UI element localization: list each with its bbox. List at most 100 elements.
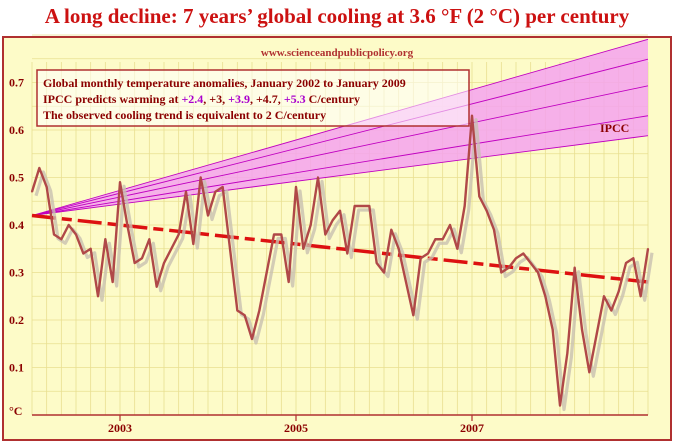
data-point (559, 404, 561, 407)
series-shadow (34, 118, 654, 412)
y-tick-label: 0.2 (9, 313, 24, 327)
data-point (493, 228, 495, 231)
data-point (544, 295, 547, 298)
x-tick-label: 2003 (108, 421, 132, 435)
data-point (111, 281, 114, 283)
legend-line-2-prefix: IPCC predicts warming at (43, 92, 181, 106)
trend-line (31, 213, 649, 284)
ipcc-label: IPCC (600, 121, 629, 135)
data-point (60, 238, 63, 241)
data-point (375, 262, 378, 264)
data-point (383, 271, 385, 274)
data-point (177, 233, 180, 236)
data-point (265, 271, 268, 274)
data-point (170, 247, 173, 250)
ipcc-rate-1: +2.4 (181, 92, 203, 106)
data-point (295, 186, 297, 188)
chart-headline: A long decline: 7 years’ global cooling … (44, 4, 630, 28)
data-point (148, 238, 151, 241)
data-point (119, 181, 121, 184)
data-point (31, 190, 33, 193)
data-point (566, 352, 569, 355)
legend-line-2-suffix: C/century (306, 92, 360, 106)
data-point (632, 257, 635, 260)
data-point (67, 224, 70, 226)
data-point (243, 314, 246, 317)
data-point (485, 209, 488, 212)
data-point (515, 257, 517, 260)
data-point (280, 233, 283, 236)
data-point (273, 233, 275, 236)
ipcc-rate-2: , +3, (203, 92, 228, 106)
data-point (390, 228, 393, 231)
data-point (588, 371, 591, 374)
data-point (368, 205, 371, 207)
y-tick-label: 0.4 (9, 218, 24, 232)
data-point (258, 309, 261, 312)
ipcc-rate-line (31, 115, 649, 216)
legend-box: Global monthly temperature anomalies, Ja… (36, 69, 470, 127)
data-point (82, 252, 85, 255)
data-point (133, 262, 136, 264)
data-point (625, 262, 627, 264)
data-point (236, 309, 239, 312)
data-point (456, 247, 459, 250)
data-point (617, 290, 620, 293)
data-point (309, 224, 312, 226)
data-point (339, 209, 341, 212)
data-point (141, 257, 143, 260)
series-group (30, 114, 654, 412)
ipcc-projection (31, 38, 649, 216)
legend-frame (36, 69, 470, 127)
x-axis: 2003 2005 2007 (108, 415, 484, 435)
data-point (38, 167, 41, 169)
y-tick-label: 0.1 (9, 361, 24, 375)
data-point (610, 309, 613, 312)
ipcc-rate-3: +3.9 (228, 92, 250, 106)
data-point (126, 224, 129, 226)
y-tick-label: 0.7 (9, 76, 24, 90)
data-point (434, 238, 437, 241)
data-point (405, 281, 407, 283)
data-point (155, 285, 158, 288)
data-point (441, 238, 444, 241)
ipcc-rate-line (31, 85, 649, 216)
data-point (522, 252, 525, 255)
data-point (97, 295, 99, 298)
data-point (478, 195, 481, 198)
data-point (45, 186, 48, 188)
data-point (603, 295, 605, 298)
data-point (551, 328, 554, 331)
data-point (537, 271, 539, 274)
y-tick-label: 0.5 (9, 171, 24, 185)
y-axis-unit: °C (9, 404, 22, 418)
data-point (221, 186, 224, 188)
data-point (104, 238, 107, 241)
data-point (75, 233, 77, 236)
data-point (427, 252, 429, 255)
data-point (529, 262, 532, 264)
data-point (595, 333, 598, 336)
y-tick-label: 0.3 (9, 266, 24, 280)
data-point (581, 328, 583, 331)
legend-line-2: IPCC predicts warming at +2.4, +3, +3.9,… (43, 92, 360, 106)
data-point (573, 266, 576, 269)
data-point (229, 247, 231, 250)
data-point (214, 190, 217, 193)
data-point (192, 243, 195, 245)
ipcc-rate-5: +5.3 (284, 92, 306, 106)
ipcc-rate-line (31, 38, 649, 216)
data-point (412, 314, 415, 317)
data-point (419, 257, 422, 260)
data-point (251, 338, 253, 340)
data-point (199, 176, 202, 179)
data-point (361, 205, 363, 207)
y-tick-label: 0.6 (9, 123, 24, 137)
data-point (353, 205, 356, 207)
watermark: www.scienceandpublicpolicy.org (261, 47, 414, 59)
data-point (163, 262, 165, 264)
trend-line-group (31, 213, 649, 284)
data-point (317, 176, 319, 179)
y-axis: 0.1 0.2 0.3 0.4 0.5 0.6 0.7 (9, 76, 24, 375)
data-point (302, 247, 305, 250)
